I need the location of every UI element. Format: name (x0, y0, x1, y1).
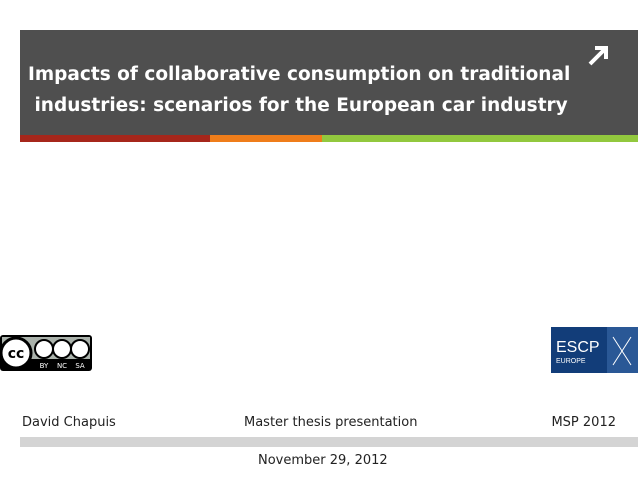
title-line: industries: scenarios for the European c… (28, 95, 568, 116)
date: November 29, 2012 (258, 453, 388, 468)
logo-region: EUROPE (556, 358, 586, 365)
arrow-icon (588, 46, 608, 66)
title-line: Impacts of collaborative consumption on … (28, 64, 571, 85)
badge-label: BY (40, 362, 49, 370)
badge-label: SA (75, 362, 85, 370)
badge-label: NC (57, 362, 67, 370)
footer-rule (20, 437, 638, 447)
subject: Master thesis presentation (244, 415, 418, 430)
color-bar (20, 135, 638, 142)
title-banner (20, 30, 638, 135)
school-logo: ESCP EUROPE (551, 327, 638, 373)
license-badge: cc BY NC SA (0, 335, 92, 371)
svg-text:cc: cc (8, 346, 25, 362)
logo-name: ESCP (556, 339, 600, 356)
author: David Chapuis (22, 415, 116, 430)
program: MSP 2012 (551, 415, 616, 430)
